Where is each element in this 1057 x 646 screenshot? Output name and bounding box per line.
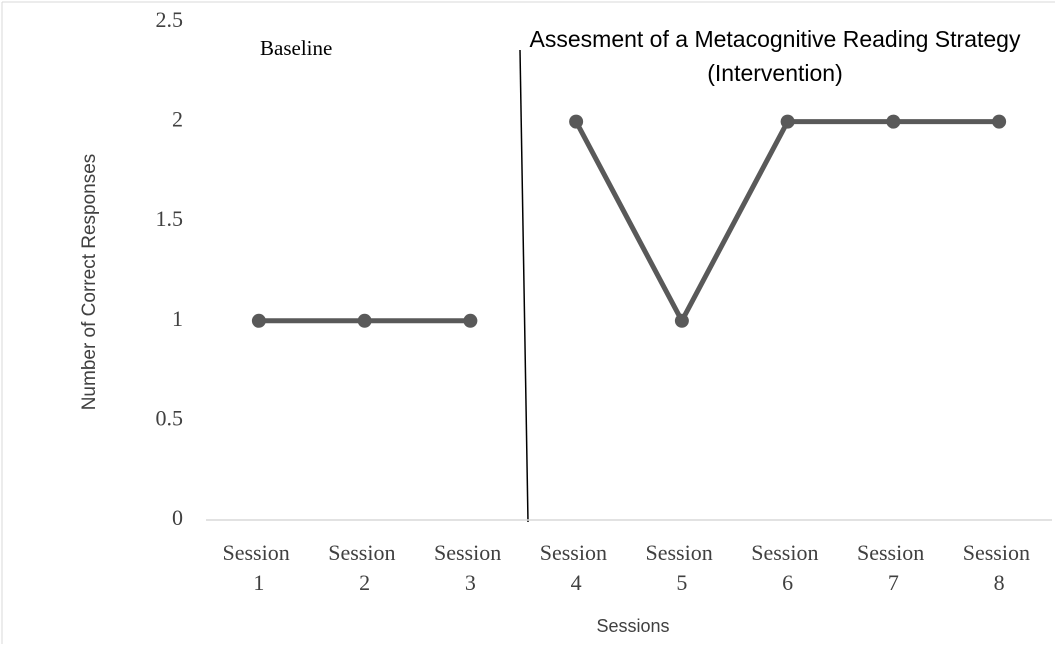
x-tick-label: Session 8 [963,540,1036,595]
annotation-box: Assesment of a Metacognitive Reading Str… [529,26,1021,86]
x-tick-label: Session 3 [434,540,507,595]
y-tick-label: 1.5 [156,206,184,231]
marker [463,313,478,328]
y-axis-title: Number of Correct Responses [79,154,100,411]
marker [886,114,901,129]
annotation: Baseline [260,36,332,60]
x-axis-title: Sessions [596,616,669,636]
x-tick-label: Session 2 [328,540,401,595]
x-tick-label: Session 7 [857,540,930,595]
x-tick-label: Session 5 [646,540,719,595]
x-tick-label: Session 4 [540,540,613,595]
y-tick-label: 2 [172,107,183,132]
marker [674,313,689,328]
marker [569,114,584,129]
phase-line [519,49,529,523]
x-tick-label: Session 6 [751,540,824,595]
y-tick-label: 0 [172,505,183,530]
marker [780,114,795,129]
marker [251,313,266,328]
y-tick-label: 1 [172,306,183,331]
annotation: Assesment of a Metacognitive Reading Str… [529,26,1021,86]
marker [992,114,1007,129]
line [573,119,1000,324]
marker [357,313,372,328]
y-tick-label: 0.5 [156,405,184,430]
x-tick-label: Session 1 [223,540,296,595]
y-tick-label: 2.5 [156,7,184,32]
